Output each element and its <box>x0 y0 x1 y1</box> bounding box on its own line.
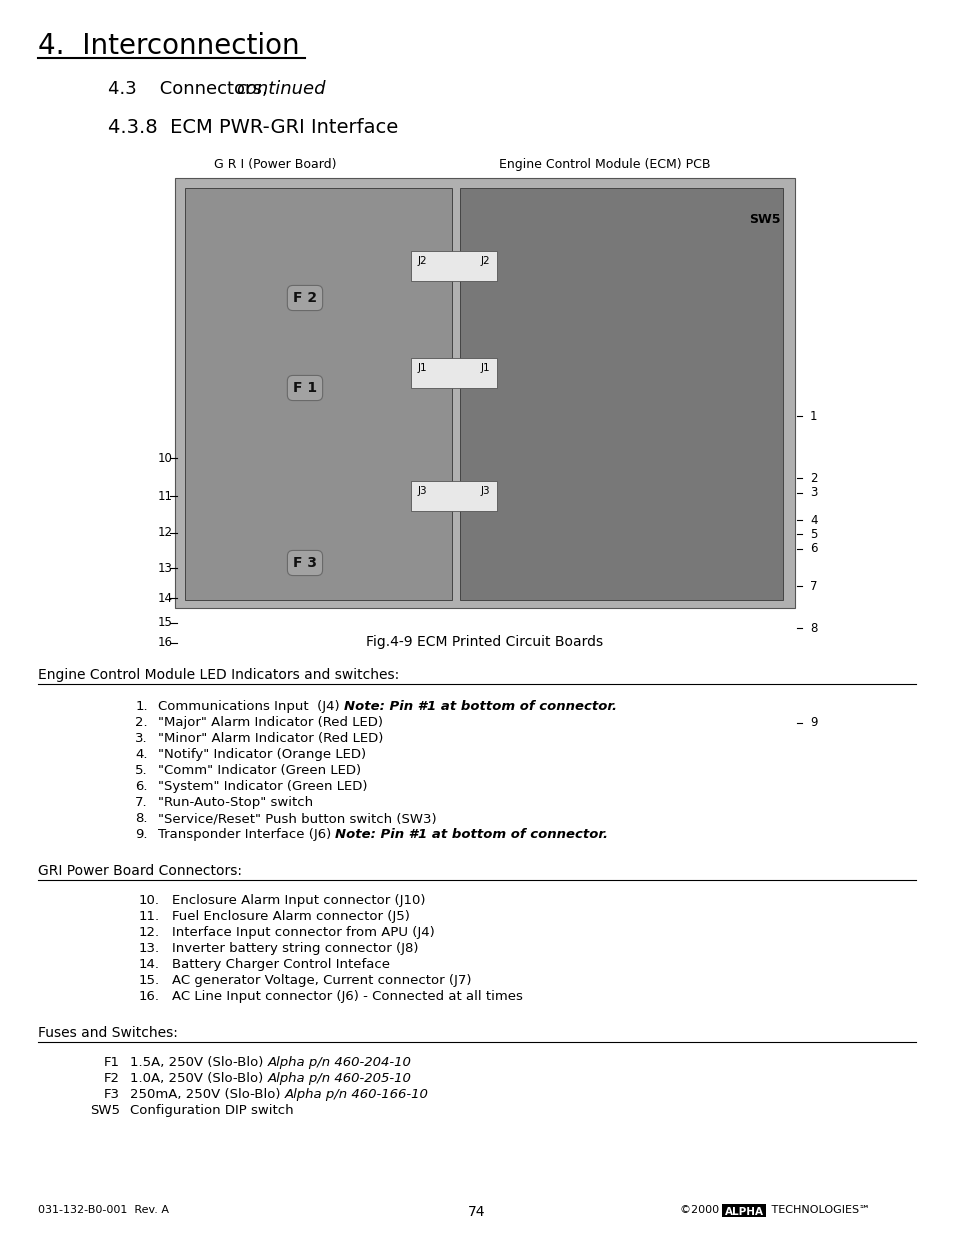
Text: 10.: 10. <box>139 894 160 906</box>
Text: Fuel Enclosure Alarm connector (J5): Fuel Enclosure Alarm connector (J5) <box>172 910 410 923</box>
Text: 8: 8 <box>809 621 817 635</box>
Text: 1.0A, 250V (Slo-Blo): 1.0A, 250V (Slo-Blo) <box>130 1072 267 1086</box>
Text: 4.3    Connectors,: 4.3 Connectors, <box>108 80 274 98</box>
Text: F1: F1 <box>104 1056 120 1070</box>
Text: 11: 11 <box>158 489 172 503</box>
Text: J2: J2 <box>480 256 490 266</box>
Text: continued: continued <box>236 80 326 98</box>
Text: 16: 16 <box>158 636 172 650</box>
Text: F 1: F 1 <box>293 382 316 395</box>
Text: 7: 7 <box>809 579 817 593</box>
Text: Engine Control Module LED Indicators and switches:: Engine Control Module LED Indicators and… <box>38 668 399 682</box>
Text: SW5: SW5 <box>748 212 780 226</box>
Text: F 3: F 3 <box>293 556 316 571</box>
Text: F3: F3 <box>104 1088 120 1100</box>
Text: Alpha p/n 460-205-10: Alpha p/n 460-205-10 <box>267 1072 411 1086</box>
Text: Enclosure Alarm Input connector (J10): Enclosure Alarm Input connector (J10) <box>172 894 425 906</box>
Text: Configuration DIP switch: Configuration DIP switch <box>130 1104 294 1116</box>
Text: AC Line Input connector (J6) - Connected at all times: AC Line Input connector (J6) - Connected… <box>172 990 522 1003</box>
Text: Alpha p/n 460-166-10: Alpha p/n 460-166-10 <box>284 1088 428 1100</box>
Text: 7.: 7. <box>135 797 148 809</box>
Bar <box>459 188 781 600</box>
Text: Transponder Interface (J6): Transponder Interface (J6) <box>158 827 335 841</box>
Text: 3: 3 <box>809 487 817 499</box>
Text: 1.: 1. <box>135 700 148 713</box>
Text: 16.: 16. <box>139 990 160 1003</box>
Bar <box>410 358 497 388</box>
Text: 031-132-B0-001  Rev. A: 031-132-B0-001 Rev. A <box>38 1205 169 1215</box>
Text: "Major" Alarm Indicator (Red LED): "Major" Alarm Indicator (Red LED) <box>158 716 382 729</box>
Text: 9: 9 <box>809 716 817 730</box>
Text: 5: 5 <box>809 527 817 541</box>
Text: 12: 12 <box>158 526 172 540</box>
Text: 5.: 5. <box>135 764 148 777</box>
Text: J3: J3 <box>417 487 427 496</box>
Text: 1: 1 <box>809 410 817 422</box>
Text: 4.: 4. <box>135 748 148 761</box>
Text: "Notify" Indicator (Orange LED): "Notify" Indicator (Orange LED) <box>158 748 366 761</box>
Text: 15.: 15. <box>139 974 160 987</box>
Text: 2: 2 <box>809 472 817 484</box>
Text: 15: 15 <box>158 616 172 630</box>
Text: Communications Input  (J4): Communications Input (J4) <box>158 700 343 713</box>
Text: Interface Input connector from APU (J4): Interface Input connector from APU (J4) <box>172 926 435 939</box>
Text: J1: J1 <box>480 363 490 373</box>
Text: G R I (Power Board): G R I (Power Board) <box>213 158 335 170</box>
Bar <box>410 251 497 282</box>
Text: 6.: 6. <box>135 781 148 793</box>
Text: J3: J3 <box>480 487 490 496</box>
Text: 13.: 13. <box>139 942 160 955</box>
Text: 12.: 12. <box>139 926 160 939</box>
Text: 10: 10 <box>158 452 172 464</box>
Text: "Run-Auto-Stop" switch: "Run-Auto-Stop" switch <box>158 797 313 809</box>
Text: 8.: 8. <box>135 811 148 825</box>
Text: "Service/Reset" Push button switch (SW3): "Service/Reset" Push button switch (SW3) <box>158 811 436 825</box>
Text: J2: J2 <box>417 256 427 266</box>
Text: 14: 14 <box>158 592 172 604</box>
Text: F 2: F 2 <box>293 291 316 305</box>
Text: ALPHA: ALPHA <box>723 1207 762 1216</box>
Text: Battery Charger Control Inteface: Battery Charger Control Inteface <box>172 958 390 971</box>
Text: F2: F2 <box>104 1072 120 1086</box>
Text: Inverter battery string connector (J8): Inverter battery string connector (J8) <box>172 942 418 955</box>
Text: Engine Control Module (ECM) PCB: Engine Control Module (ECM) PCB <box>498 158 710 170</box>
Text: 9.: 9. <box>135 827 148 841</box>
Text: 14.: 14. <box>139 958 160 971</box>
Text: J1: J1 <box>417 363 427 373</box>
Text: 3.: 3. <box>135 732 148 745</box>
Text: 11.: 11. <box>139 910 160 923</box>
Text: 6: 6 <box>809 542 817 556</box>
Text: 250mA, 250V (Slo-Blo): 250mA, 250V (Slo-Blo) <box>130 1088 284 1100</box>
Text: 4.  Interconnection: 4. Interconnection <box>38 32 299 61</box>
Text: SW5: SW5 <box>90 1104 120 1116</box>
Bar <box>174 178 794 608</box>
Text: Fig.4-9 ECM Printed Circuit Boards: Fig.4-9 ECM Printed Circuit Boards <box>366 635 603 650</box>
Bar <box>185 188 451 600</box>
Text: 2.: 2. <box>135 716 148 729</box>
Text: AC generator Voltage, Current connector (J7): AC generator Voltage, Current connector … <box>172 974 471 987</box>
Bar <box>410 480 497 511</box>
Text: "System" Indicator (Green LED): "System" Indicator (Green LED) <box>158 781 367 793</box>
Text: Alpha p/n 460-204-10: Alpha p/n 460-204-10 <box>268 1056 411 1070</box>
Text: 4.3.8  ECM PWR-GRI Interface: 4.3.8 ECM PWR-GRI Interface <box>108 119 397 137</box>
Text: GRI Power Board Connectors:: GRI Power Board Connectors: <box>38 864 242 878</box>
Text: 4: 4 <box>809 514 817 526</box>
Bar <box>721 1204 765 1216</box>
Text: Note: Pin #1 at bottom of connector.: Note: Pin #1 at bottom of connector. <box>343 700 617 713</box>
Text: "Minor" Alarm Indicator (Red LED): "Minor" Alarm Indicator (Red LED) <box>158 732 383 745</box>
Text: 13: 13 <box>158 562 172 574</box>
Text: 1.5A, 250V (Slo-Blo): 1.5A, 250V (Slo-Blo) <box>130 1056 268 1070</box>
Text: 74: 74 <box>468 1205 485 1219</box>
Text: "Comm" Indicator (Green LED): "Comm" Indicator (Green LED) <box>158 764 361 777</box>
Text: Note: Pin #1 at bottom of connector.: Note: Pin #1 at bottom of connector. <box>335 827 608 841</box>
Text: Fuses and Switches:: Fuses and Switches: <box>38 1026 177 1040</box>
Text: TECHNOLOGIES℠: TECHNOLOGIES℠ <box>767 1205 869 1215</box>
Text: ©2000: ©2000 <box>679 1205 721 1215</box>
